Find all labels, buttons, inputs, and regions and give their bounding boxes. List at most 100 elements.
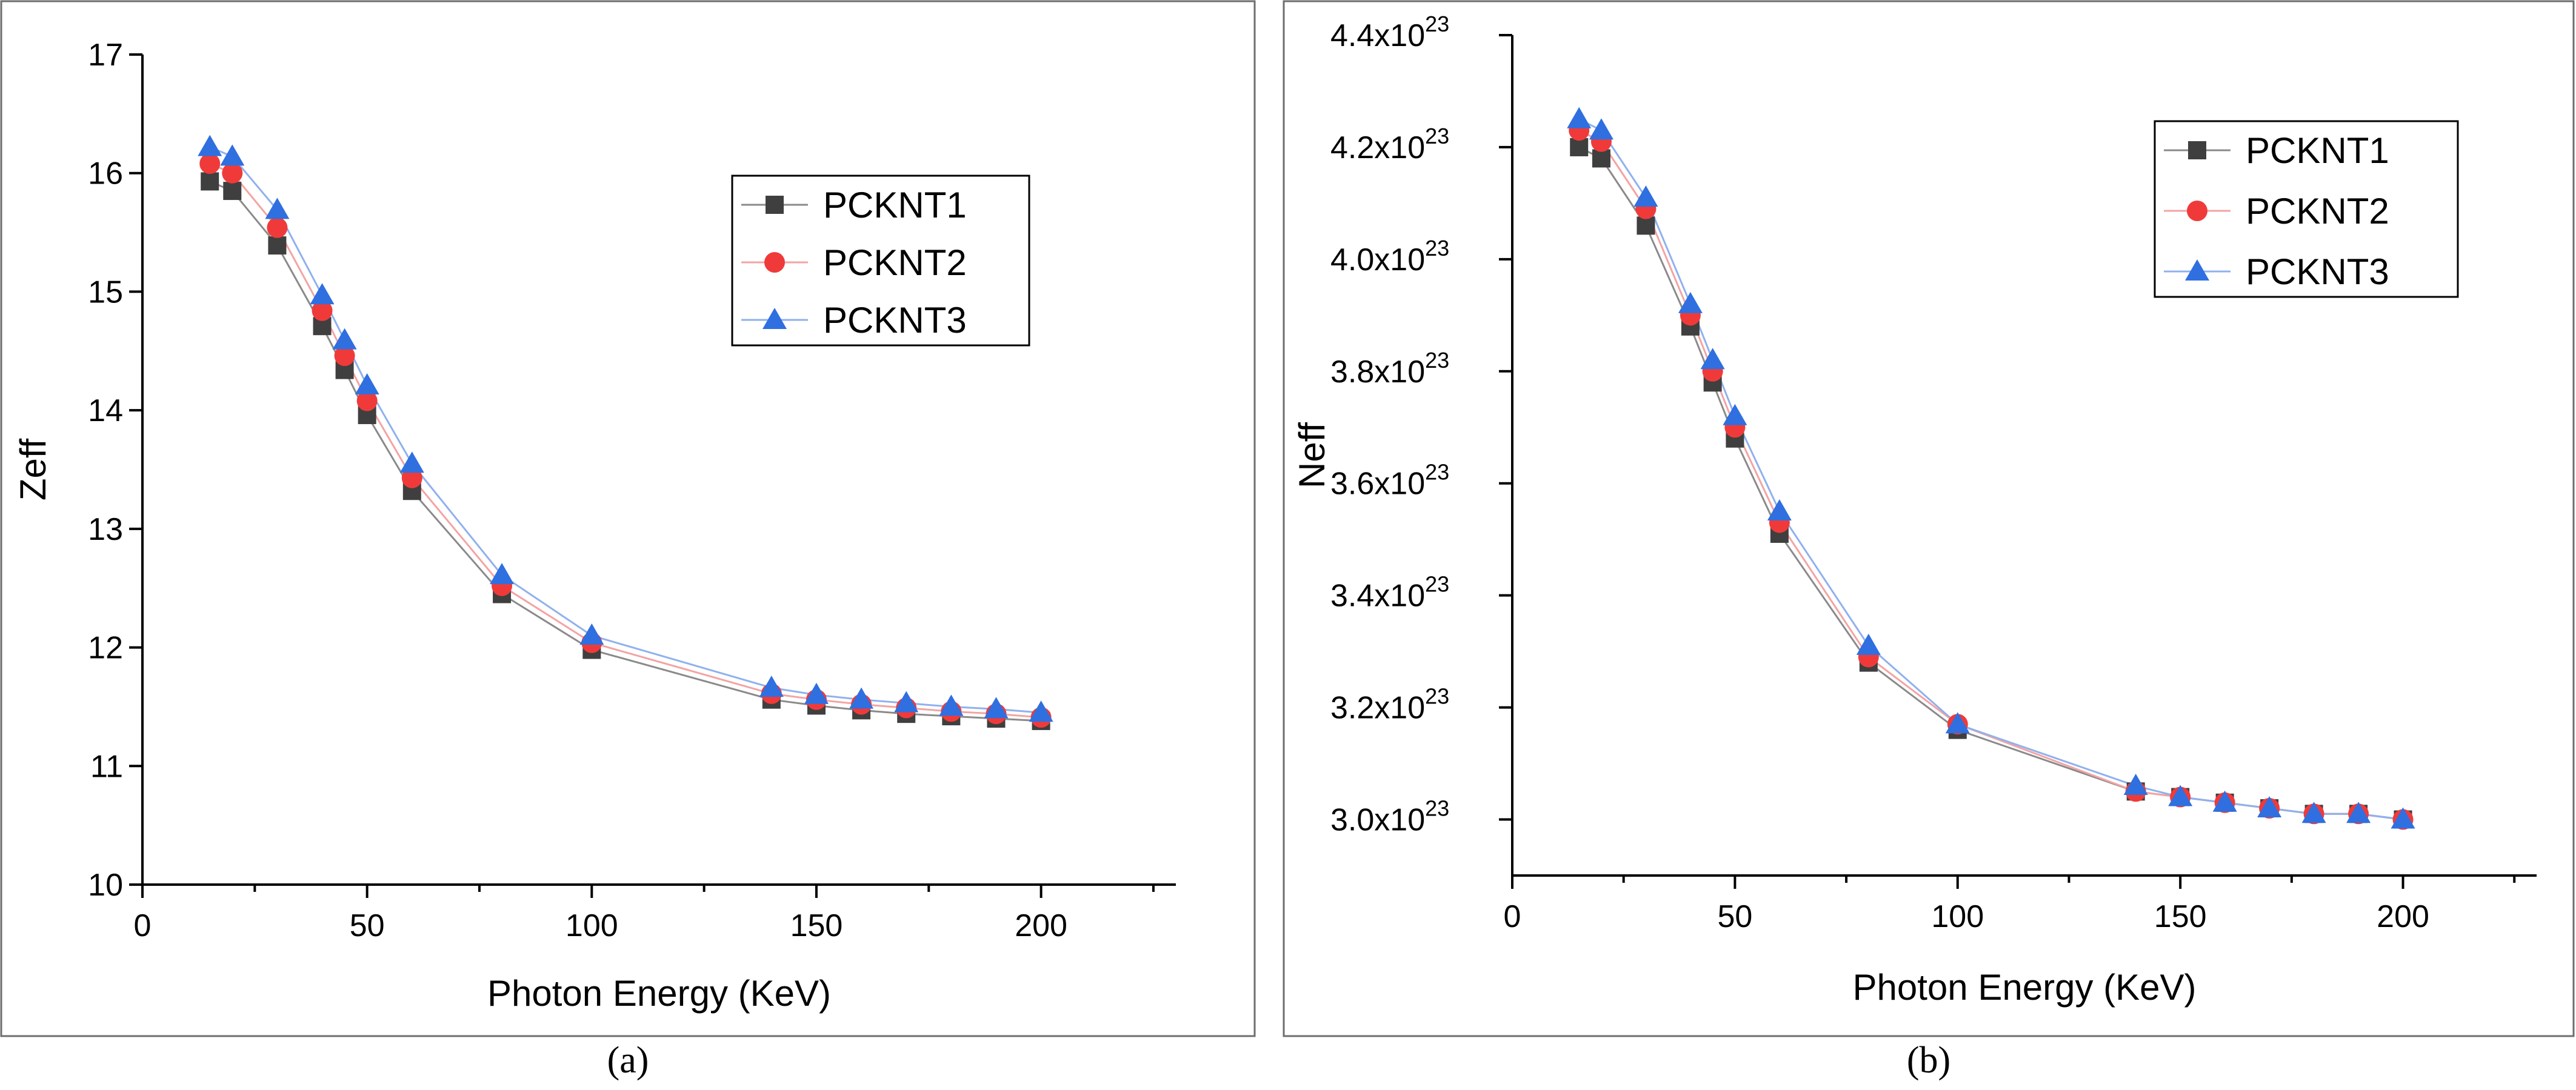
y-tick-mantissa: 4.4x10 — [1330, 18, 1425, 53]
data-point-pcknt1 — [223, 182, 242, 201]
y-tick-exponent: 23 — [1425, 572, 1449, 597]
data-point-pcknt3 — [1678, 291, 1703, 313]
data-point-pcknt1 — [201, 172, 219, 191]
data-point-pcknt2 — [334, 345, 355, 367]
x-tick-label: 0 — [134, 908, 152, 943]
panel-a: 0 50 100 150 200 10 11 12 13 14 15 16 17 Photon Energ… — [0, 0, 1256, 1081]
series-line-pcknt3 — [1578, 118, 2403, 821]
y-tick-label: 12 — [88, 631, 123, 666]
data-point-pcknt3 — [1723, 404, 1747, 425]
data-point-pcknt3 — [2346, 802, 2371, 823]
y-tick-label: 14 — [88, 393, 123, 428]
data-point-pcknt3 — [399, 451, 424, 473]
y-tick-label: 4.4x1023 — [1330, 12, 1449, 53]
x-axis-title: Photon Energy (KeV) — [487, 973, 831, 1014]
y-tick-mantissa: 3.6x10 — [1330, 467, 1425, 502]
data-point-pcknt2 — [356, 390, 378, 411]
data-point-pcknt3 — [198, 135, 222, 156]
x-tick-label: 50 — [350, 908, 385, 943]
y-tick-label: 3.6x1023 — [1330, 460, 1449, 502]
data-point-pcknt3 — [1633, 185, 1658, 207]
legend-marker-pcknt3 — [2185, 259, 2209, 281]
series-line-pcknt2 — [209, 162, 1041, 719]
data-point-pcknt3 — [849, 687, 874, 709]
data-point-pcknt1 — [1570, 138, 1589, 156]
data-point-pcknt3 — [1589, 118, 1613, 140]
y-tick-label: 17 — [88, 38, 123, 73]
data-point-pcknt3 — [1029, 700, 1053, 722]
y-tick-label: 10 — [88, 868, 123, 903]
data-point-pcknt3 — [332, 328, 357, 350]
y-tick-mantissa: 3.8x10 — [1330, 354, 1425, 390]
data-point-pcknt3 — [2301, 802, 2326, 823]
y-tick-exponent: 23 — [1425, 684, 1449, 709]
data-point-pcknt3 — [579, 623, 604, 645]
x-tick-label: 100 — [566, 908, 618, 943]
y-tick-exponent: 23 — [1425, 236, 1449, 261]
legend-marker-pcknt2 — [764, 252, 785, 273]
panel-caption: (a) — [607, 1040, 649, 1081]
panel-b: 0 50 100 150 2003.0x10233.2x10233.4x10233.6x… — [1283, 0, 2575, 1081]
x-tick-label: 150 — [790, 908, 843, 943]
data-point-pcknt3 — [2391, 807, 2415, 829]
legend-label-pcknt1: PCKNT1 — [2246, 130, 2389, 171]
x-tick-label: 0 — [1504, 899, 1521, 934]
y-tick-label: 4.0x1023 — [1330, 236, 1449, 277]
data-point-pcknt3 — [1856, 633, 1881, 655]
data-point-pcknt1 — [268, 236, 287, 255]
legend-marker-pcknt3 — [762, 308, 787, 329]
data-point-pcknt3 — [355, 373, 379, 395]
series-line-pcknt3 — [209, 146, 1041, 714]
data-point-pcknt3 — [939, 694, 964, 716]
y-tick-exponent: 23 — [1425, 124, 1449, 148]
data-point-pcknt1 — [1637, 216, 1655, 235]
y-axis-title: Zeff — [13, 439, 53, 501]
legend-marker-pcknt2 — [2187, 201, 2207, 221]
y-tick-mantissa: 3.0x10 — [1330, 803, 1425, 838]
data-point-pcknt3 — [984, 697, 1009, 719]
data-point-pcknt3 — [2212, 790, 2237, 812]
y-tick-exponent: 23 — [1425, 796, 1449, 821]
y-tick-label: 16 — [88, 156, 123, 191]
data-point-pcknt3 — [1700, 348, 1725, 370]
x-tick-label: 100 — [1931, 899, 1984, 934]
data-point-pcknt3 — [220, 144, 245, 166]
legend-label-pcknt2: PCKNT2 — [823, 242, 967, 283]
series-line-pcknt1 — [209, 181, 1041, 722]
data-point-pcknt1 — [1592, 149, 1610, 168]
y-tick-label: 3.0x1023 — [1330, 796, 1449, 838]
data-point-pcknt3 — [2168, 785, 2193, 806]
data-point-pcknt3 — [1767, 499, 1792, 520]
y-tick-mantissa: 4.2x10 — [1330, 130, 1425, 165]
y-tick-exponent: 23 — [1425, 348, 1449, 373]
data-point-pcknt3 — [265, 198, 290, 219]
panel-frame — [0, 0, 1256, 1037]
y-tick-label: 3.4x1023 — [1330, 572, 1449, 614]
data-point-pcknt2 — [199, 153, 221, 174]
x-axis-title: Photon Energy (KeV) — [1853, 967, 2197, 1008]
y-tick-mantissa: 4.0x10 — [1330, 242, 1425, 277]
data-point-pcknt3 — [804, 682, 829, 704]
y-axis-title: Neff — [1292, 422, 1332, 488]
y-tick-label: 13 — [88, 512, 123, 547]
y-tick-label: 4.2x1023 — [1330, 124, 1449, 165]
data-point-pcknt3 — [894, 691, 919, 713]
y-tick-label: 11 — [90, 749, 123, 784]
data-point-pcknt3 — [2257, 796, 2282, 818]
data-point-pcknt3 — [759, 676, 784, 697]
x-tick-label: 150 — [2154, 899, 2207, 934]
legend-label-pcknt2: PCKNT2 — [2246, 191, 2389, 231]
x-tick-label: 200 — [1015, 908, 1067, 943]
y-tick-label: 3.8x1023 — [1330, 348, 1449, 390]
x-tick-label: 50 — [1717, 899, 1752, 934]
y-tick-mantissa: 3.2x10 — [1330, 691, 1425, 726]
data-point-pcknt3 — [1945, 712, 1970, 734]
y-tick-label: 3.2x1023 — [1330, 684, 1449, 726]
y-tick-exponent: 23 — [1425, 460, 1449, 485]
panel-caption: (b) — [1907, 1040, 1950, 1081]
data-point-pcknt2 — [222, 162, 243, 184]
data-point-pcknt2 — [312, 300, 333, 321]
x-tick-label: 200 — [2377, 899, 2429, 934]
y-tick-label: 15 — [88, 274, 123, 310]
